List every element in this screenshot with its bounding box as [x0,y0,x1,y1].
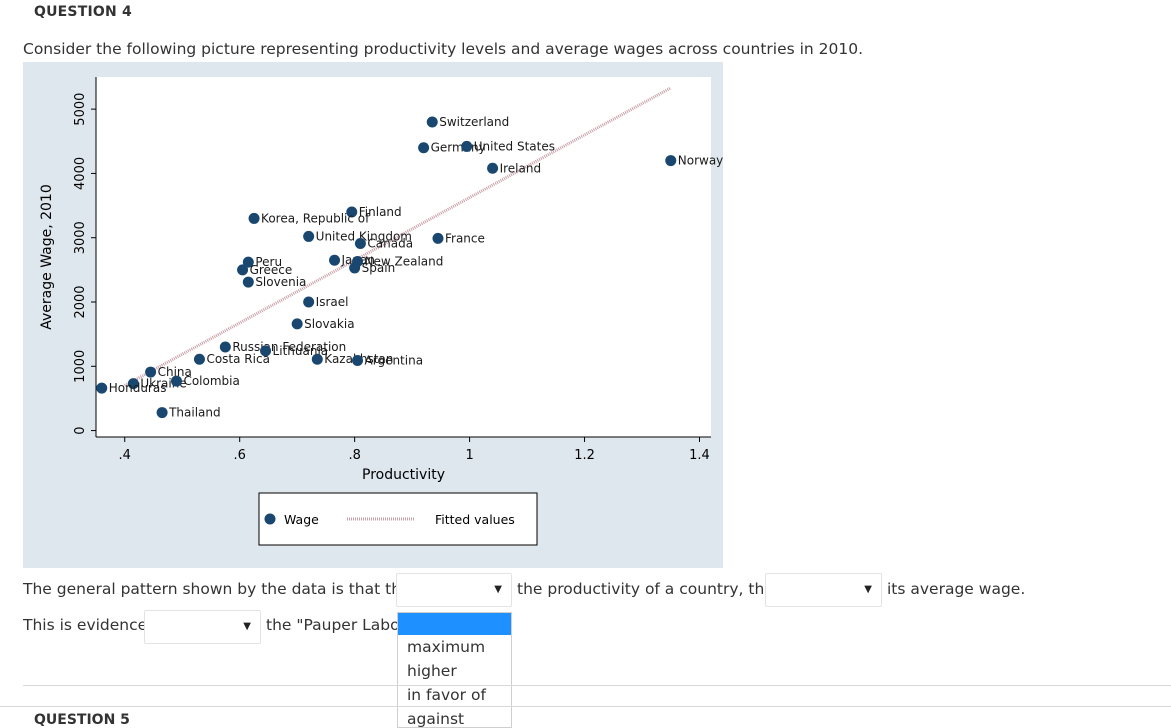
data-point-label: Thailand [168,406,221,420]
data-point-label: Spain [362,261,396,275]
data-point [193,353,205,365]
x-tick-label: .8 [348,448,360,463]
data-point [346,206,358,218]
y-tick-label: 0 [73,426,88,434]
data-point-label: New Zealand [365,255,444,269]
dropdown-option-in-favor-of[interactable]: in favor of [407,686,486,704]
data-point-label: Slovenia [255,275,306,289]
divider [23,685,1171,686]
fitted-line [124,86,672,387]
select-1[interactable]: ▼ [396,573,512,607]
y-tick-label: 2000 [73,285,88,318]
x-tick-label: .4 [119,448,131,463]
data-point [291,318,303,330]
x-tick-label: 1 [465,448,473,463]
divider [0,706,1171,707]
dropdown-option-maximum[interactable]: maximum [407,638,486,656]
data-point [352,355,364,366]
data-point-label: China [158,365,192,379]
data-point-label: Honduras [109,381,167,395]
question-prompt: Consider the following picture represent… [23,40,864,58]
data-point [303,230,315,242]
next-question-header: QUESTION 5 [34,712,130,728]
data-point [145,366,157,378]
data-point-label: Argentina [365,354,424,368]
data-point [665,155,677,167]
data-point-label: Costa Rica [206,352,269,366]
data-point-label: Norway [678,154,723,168]
data-point-label: Germany [431,141,486,155]
legend-label: Fitted values [435,512,515,527]
x-axis-title: Productivity [362,467,445,483]
sentence1-before: The general pattern shown by the data is… [23,580,411,598]
data-point [237,264,249,276]
plot-area [96,77,711,437]
data-point [96,382,108,394]
data-point-label: Peru [255,255,282,269]
data-point [156,407,168,419]
data-point-label: Korea, Republic of [261,211,370,225]
scatter-chart: .4 .6 .8 1 1.2 1.4 0 1000 2000 3000 4000 5000 Produc… [23,62,723,568]
data-point-label: Canada [367,237,413,251]
data-point [354,238,366,249]
data-point [426,116,438,128]
data-point [242,256,254,268]
data-point-label: Greece [250,263,293,277]
data-point [219,341,231,353]
dropdown-option-higher[interactable]: higher [407,662,457,680]
sentence1-middle: the productivity of a country, the [517,580,774,598]
chart-svg: .4 .6 .8 1 1.2 1.4 0 1000 2000 3000 4000 5000 Produc… [23,62,723,568]
x-tick-label: 1.4 [689,448,710,463]
data-point [248,212,260,224]
caret-down-icon: ▼ [494,584,502,595]
y-tick-label: 1000 [73,350,88,383]
question-header: QUESTION 4 [34,4,132,20]
legend-marker [264,513,276,525]
data-point [127,378,139,390]
caret-down-icon: ▼ [864,584,872,595]
data-point [461,140,473,152]
data-point [260,345,272,357]
data-point [311,353,323,365]
data-point [432,232,444,244]
data-point-label: United States [474,139,555,153]
dropdown-option-against[interactable]: against [407,710,465,728]
data-point-label: Finland [359,205,402,219]
select-3[interactable]: ▼ [144,610,261,644]
sentence2-before: This is evidence [23,616,148,634]
data-point-label: France [445,231,485,245]
legend-label: Wage [284,512,319,527]
data-point [170,375,182,387]
data-point-label: Switzerland [439,115,509,129]
y-axis-title: Average Wage, 2010 [39,184,55,330]
x-tick-label: .6 [233,448,245,463]
data-point [487,162,499,174]
data-point [349,262,361,274]
dropdown-list[interactable]: maximum higher in favor of against [397,612,512,728]
data-point-label: Colombia [183,374,239,388]
data-point [303,296,315,308]
sentence2-after: the "Pauper Labo [266,616,400,634]
data-point [418,142,430,154]
sentence1-after: its average wage. [887,580,1026,598]
y-tick-label: 5000 [73,93,88,126]
data-point-label: Lithuania [273,344,329,358]
select-2[interactable]: ▼ [765,573,882,607]
data-point-label: Israel [316,295,349,309]
caret-down-icon: ▼ [243,621,251,632]
data-point [329,254,341,266]
x-tick-label: 1.2 [574,448,595,463]
dropdown-highlighted-option[interactable] [398,613,511,635]
y-tick-label: 3000 [73,221,88,254]
data-point-label: Slovakia [304,317,354,331]
y-tick-label: 4000 [73,157,88,190]
data-point-label: United Kingdom [316,229,412,243]
data-point [242,276,254,288]
data-point-label: Ireland [500,161,542,175]
